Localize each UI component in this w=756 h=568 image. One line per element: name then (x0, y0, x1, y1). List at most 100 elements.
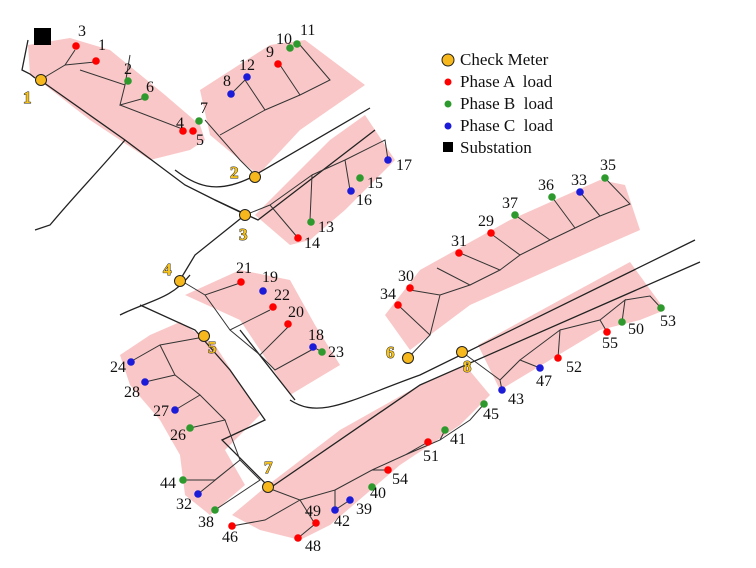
load-point-34-phase-a (394, 301, 402, 309)
load-point-41-phase-b (441, 426, 449, 434)
load-point-32-phase-c (194, 490, 202, 498)
load-label-55: 55 (602, 335, 618, 352)
roads (21, 39, 701, 489)
load-points: 1234567891011121314151617181920212223242… (72, 22, 676, 555)
check-meter-label-7: 7 (264, 458, 273, 477)
check-meter-7 (262, 481, 274, 493)
road-cross-link (239, 329, 296, 401)
load-point-1-phase-a (92, 57, 100, 65)
check-meter-label-1: 1 (23, 88, 32, 107)
load-label-21: 21 (236, 260, 252, 277)
load-point-53-phase-b (657, 304, 665, 312)
load-point-7-phase-b (195, 117, 203, 125)
service-area-feeder-2 (200, 40, 365, 175)
load-label-29: 29 (478, 213, 494, 230)
substation-icon (34, 28, 51, 45)
load-point-45-phase-b (480, 400, 488, 408)
load-point-17-phase-c (384, 156, 392, 164)
check-meter-6 (402, 352, 414, 364)
service-area-feeder-1 (28, 38, 205, 160)
load-label-18: 18 (308, 327, 324, 344)
load-label-35: 35 (600, 157, 616, 174)
load-label-15: 15 (367, 175, 383, 192)
check-meter-label-5: 5 (208, 338, 217, 357)
load-point-21-phase-a (237, 278, 245, 286)
load-label-7: 7 (200, 100, 208, 117)
load-label-16: 16 (356, 192, 372, 209)
load-point-26-phase-b (186, 424, 194, 432)
load-label-6: 6 (146, 79, 154, 96)
load-label-33: 33 (571, 172, 587, 189)
service-areas (28, 38, 665, 540)
load-label-31: 31 (451, 233, 467, 250)
load-label-13: 13 (318, 219, 334, 236)
feeder-wiring (39, 44, 662, 539)
load-point-36-phase-b (548, 193, 556, 201)
load-label-30: 30 (398, 268, 414, 285)
load-label-28: 28 (124, 384, 140, 401)
phase-c-legend-icon (444, 122, 452, 130)
load-point-2-phase-b (124, 77, 132, 85)
load-label-5: 5 (196, 132, 204, 149)
load-label-54: 54 (392, 471, 408, 488)
load-point-3-phase-a (72, 42, 80, 50)
check-meter-label-3: 3 (239, 225, 248, 244)
load-point-22-phase-a (269, 303, 277, 311)
check-meter-label-2: 2 (230, 163, 239, 182)
load-point-13-phase-b (307, 218, 315, 226)
load-label-48: 48 (305, 538, 321, 555)
load-point-35-phase-b (601, 174, 609, 182)
load-point-33-phase-c (576, 188, 584, 196)
load-point-4-phase-a (179, 127, 187, 135)
check-meter-label-4: 4 (163, 260, 172, 279)
load-label-26: 26 (170, 427, 186, 444)
road-diagonal-b (214, 129, 376, 221)
load-point-6-phase-b (141, 93, 149, 101)
service-area-feeder-3 (255, 115, 395, 245)
load-label-46: 46 (222, 529, 238, 546)
load-point-11-phase-b (293, 40, 301, 48)
load-point-19-phase-c (259, 287, 267, 295)
load-point-47-phase-c (536, 364, 544, 372)
load-label-12: 12 (239, 57, 255, 74)
load-point-28-phase-c (141, 378, 149, 386)
load-label-45: 45 (483, 406, 499, 423)
load-label-17: 17 (396, 157, 412, 174)
road-main-east-upper (289, 239, 696, 409)
load-label-32: 32 (176, 496, 192, 513)
load-point-23-phase-b (318, 348, 326, 356)
load-label-27: 27 (153, 403, 169, 420)
load-point-9-phase-a (274, 60, 282, 68)
load-label-8: 8 (223, 73, 231, 90)
load-label-20: 20 (288, 304, 304, 321)
load-label-39: 39 (356, 501, 372, 518)
load-point-38-phase-b (211, 506, 219, 514)
road-diagonal-a (174, 107, 371, 188)
load-label-24: 24 (110, 359, 126, 376)
load-label-52: 52 (566, 359, 582, 376)
road-north-spur (21, 39, 36, 79)
load-point-48-phase-a (294, 534, 302, 542)
load-label-2: 2 (124, 61, 132, 78)
phase-b-legend-icon (444, 100, 452, 108)
load-label-19: 19 (262, 269, 278, 286)
load-label-14: 14 (304, 235, 320, 252)
check-meter-2 (249, 171, 261, 183)
load-point-16-phase-c (347, 187, 355, 195)
load-label-49: 49 (305, 503, 321, 520)
service-area-feeder-7 (232, 365, 490, 540)
load-label-53: 53 (660, 313, 676, 330)
road-main-east-lower (269, 261, 701, 489)
load-point-27-phase-c (171, 406, 179, 414)
load-label-22: 22 (274, 287, 290, 304)
check-meter-4 (174, 275, 186, 287)
legend-check-meter: Check Meter (460, 50, 549, 69)
load-label-36: 36 (538, 177, 554, 194)
service-area-feeder-4 (185, 270, 340, 395)
load-label-4: 4 (176, 115, 184, 132)
load-label-47: 47 (536, 373, 552, 390)
check-meter-label-6: 6 (386, 343, 395, 362)
